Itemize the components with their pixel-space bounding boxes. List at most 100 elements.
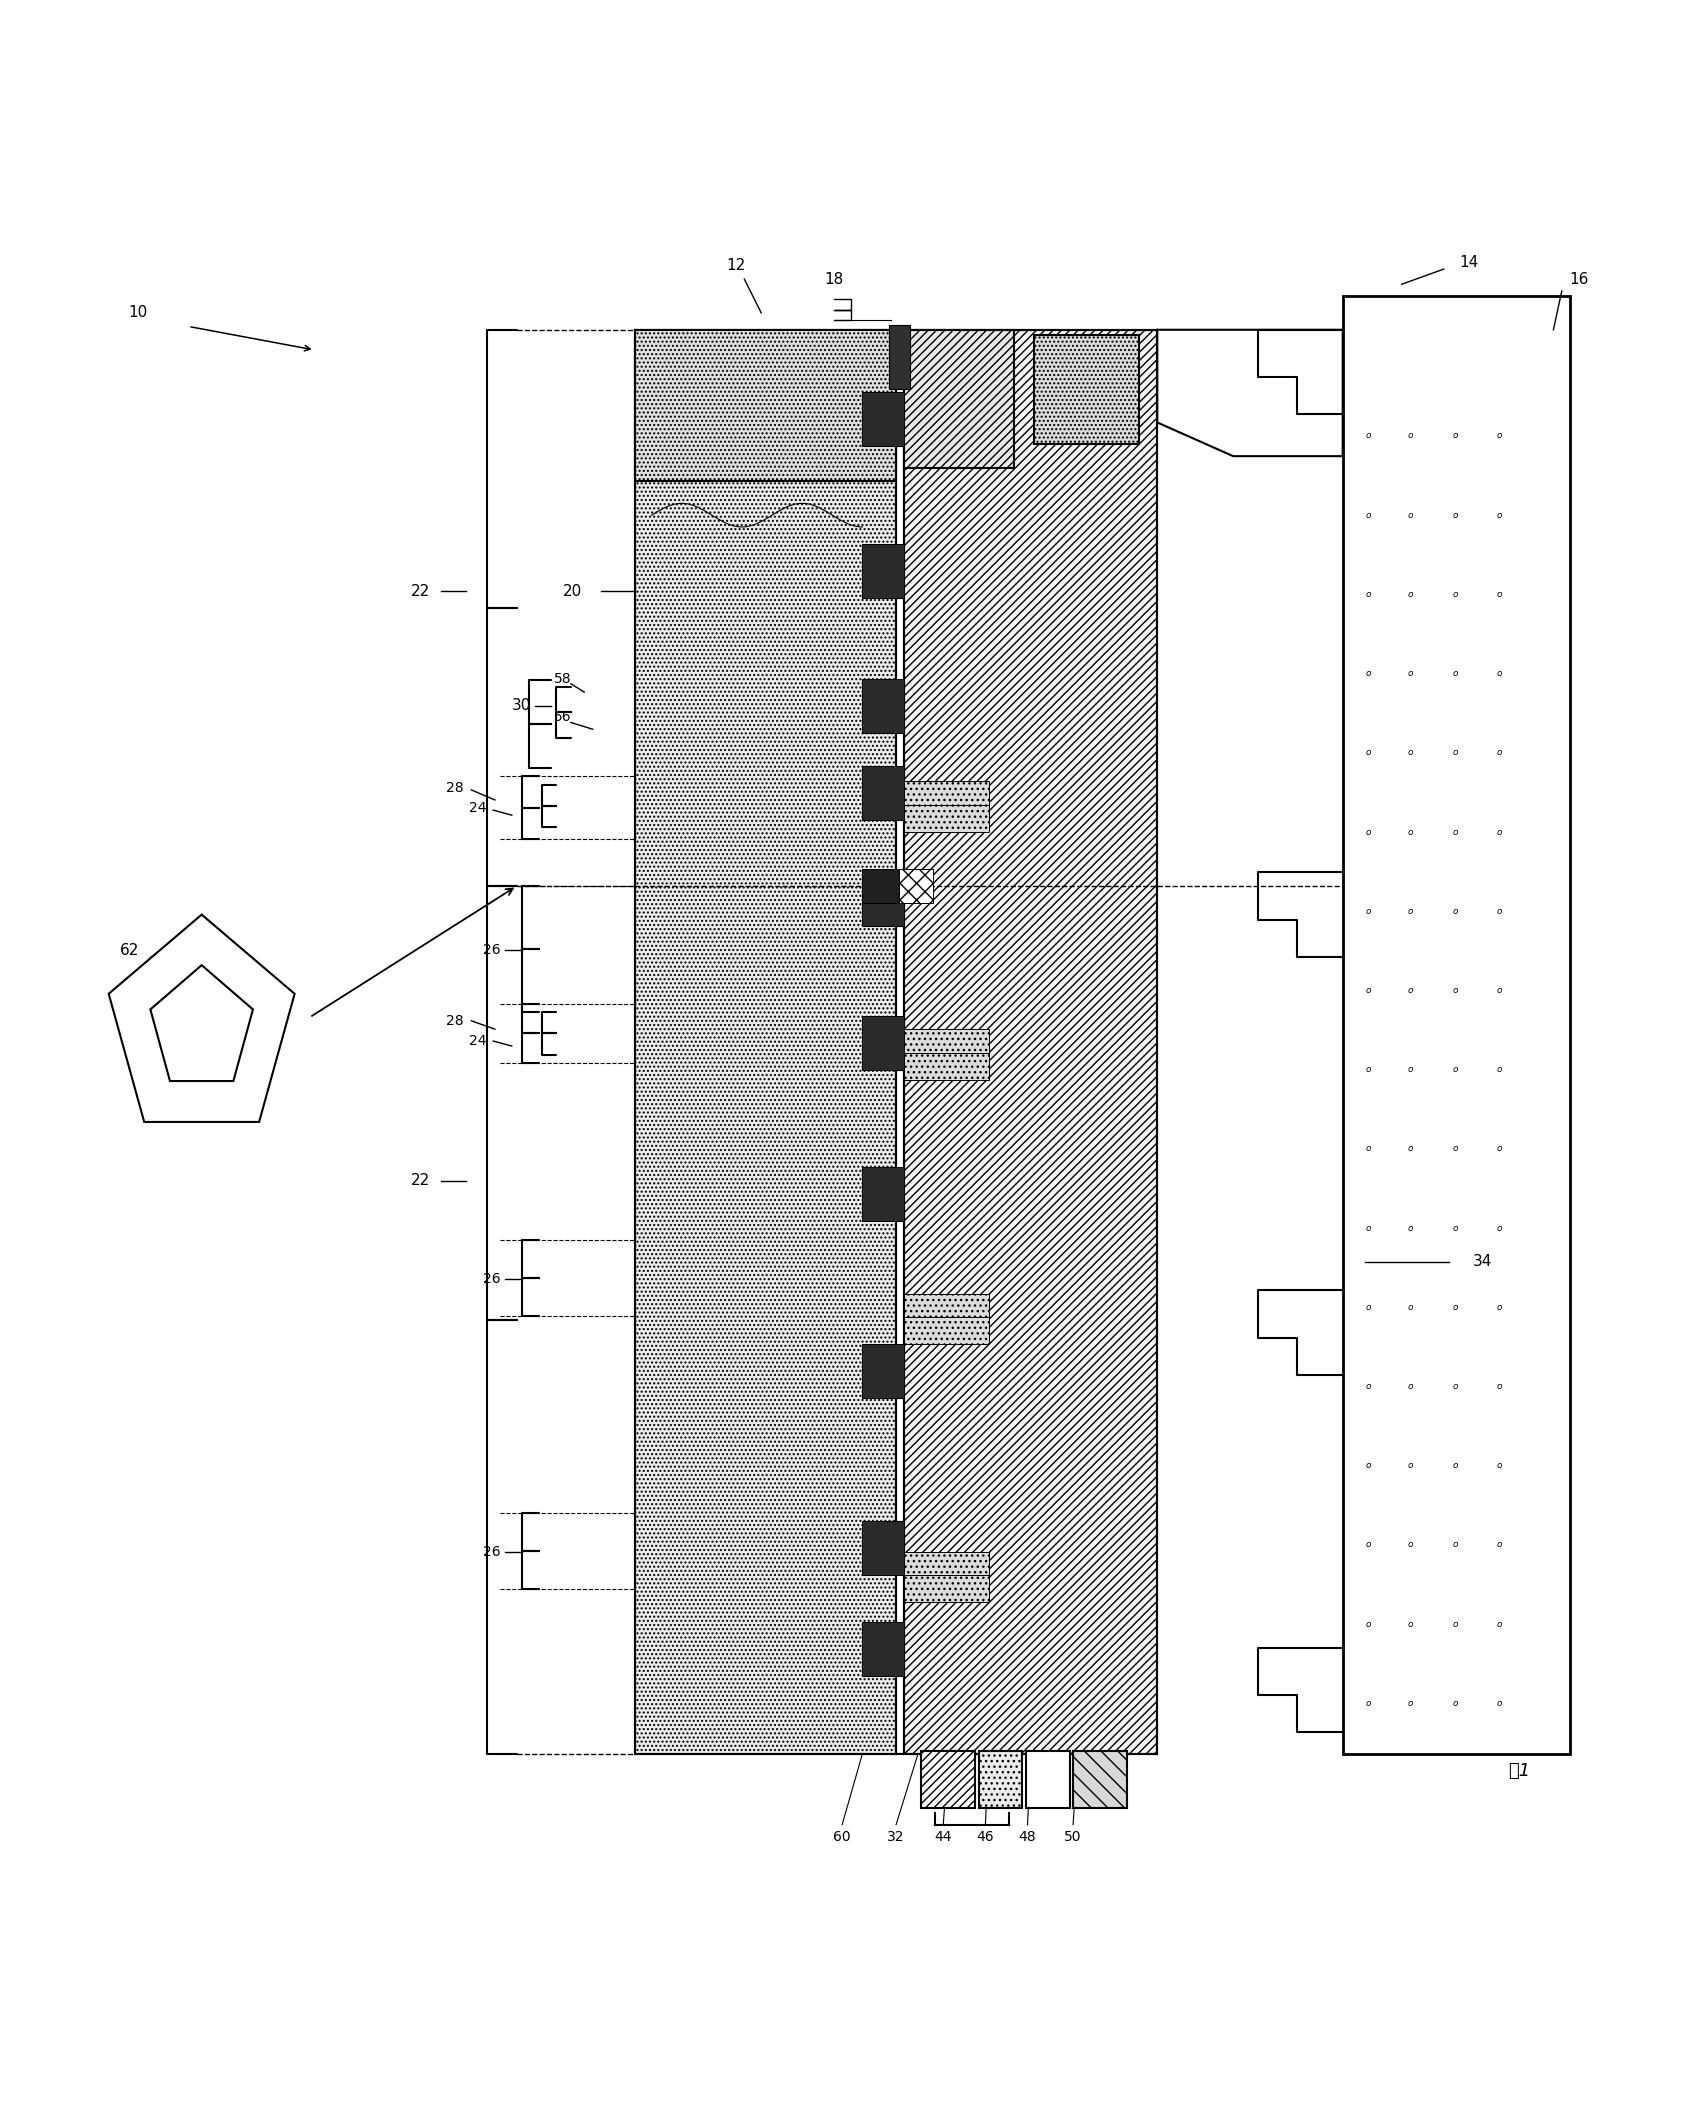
Text: o: o bbox=[1497, 827, 1502, 837]
Bar bbox=[1343, 295, 1571, 1755]
Text: o: o bbox=[1365, 827, 1371, 837]
Text: o: o bbox=[1365, 1540, 1371, 1550]
Bar bbox=[862, 873, 905, 926]
Text: 26: 26 bbox=[482, 1272, 501, 1286]
Text: 26: 26 bbox=[482, 1544, 501, 1559]
Text: 60: 60 bbox=[834, 1829, 851, 1843]
Bar bbox=[862, 1017, 905, 1069]
Bar bbox=[905, 1052, 989, 1080]
Bar bbox=[1074, 1750, 1126, 1807]
Text: o: o bbox=[1497, 749, 1502, 757]
Text: 图1: 图1 bbox=[1508, 1761, 1530, 1780]
Text: 20: 20 bbox=[563, 584, 582, 599]
Text: o: o bbox=[1497, 1145, 1502, 1154]
Bar bbox=[922, 1750, 976, 1807]
Text: o: o bbox=[1407, 749, 1414, 757]
Text: o: o bbox=[1407, 1223, 1414, 1232]
Text: o: o bbox=[1453, 1700, 1458, 1708]
Text: o: o bbox=[1365, 1381, 1371, 1392]
Bar bbox=[905, 782, 989, 808]
Bar bbox=[862, 1521, 905, 1575]
Text: 18: 18 bbox=[824, 272, 844, 287]
Text: o: o bbox=[1407, 827, 1414, 837]
Text: o: o bbox=[1497, 1381, 1502, 1392]
Text: o: o bbox=[1453, 1065, 1458, 1073]
Text: o: o bbox=[1407, 1620, 1414, 1628]
Text: 10: 10 bbox=[129, 306, 147, 321]
Text: o: o bbox=[1453, 1540, 1458, 1550]
Bar bbox=[905, 1293, 989, 1320]
Text: o: o bbox=[1453, 1145, 1458, 1154]
Text: o: o bbox=[1365, 1145, 1371, 1154]
Text: o: o bbox=[1407, 1145, 1414, 1154]
Bar bbox=[905, 329, 1015, 468]
Polygon shape bbox=[150, 966, 254, 1082]
Text: 34: 34 bbox=[1473, 1255, 1491, 1270]
Bar bbox=[862, 679, 905, 732]
Text: o: o bbox=[1497, 1540, 1502, 1550]
Text: o: o bbox=[1365, 1223, 1371, 1232]
Text: 14: 14 bbox=[1459, 255, 1478, 270]
Text: o: o bbox=[1365, 669, 1371, 679]
Text: o: o bbox=[1407, 1700, 1414, 1708]
Text: o: o bbox=[1453, 907, 1458, 915]
Bar bbox=[905, 1029, 989, 1057]
Text: o: o bbox=[1407, 432, 1414, 441]
Bar bbox=[905, 329, 1157, 1755]
Bar bbox=[979, 1750, 1023, 1807]
Text: o: o bbox=[1453, 749, 1458, 757]
Bar bbox=[889, 325, 910, 388]
Text: o: o bbox=[1453, 1223, 1458, 1232]
Text: o: o bbox=[1365, 907, 1371, 915]
Text: o: o bbox=[1365, 510, 1371, 519]
Text: 50: 50 bbox=[1064, 1829, 1082, 1843]
Text: o: o bbox=[1365, 591, 1371, 599]
Text: 44: 44 bbox=[935, 1829, 952, 1843]
Text: o: o bbox=[1407, 1540, 1414, 1550]
Text: o: o bbox=[1365, 1462, 1371, 1470]
Polygon shape bbox=[108, 915, 294, 1122]
Text: 46: 46 bbox=[977, 1829, 994, 1843]
Bar bbox=[1035, 335, 1138, 445]
Text: 32: 32 bbox=[888, 1829, 905, 1843]
Text: o: o bbox=[1453, 1303, 1458, 1312]
Text: 48: 48 bbox=[1018, 1829, 1037, 1843]
Text: o: o bbox=[1497, 510, 1502, 519]
Text: o: o bbox=[1365, 1700, 1371, 1708]
Bar bbox=[862, 1622, 905, 1677]
Text: o: o bbox=[1407, 907, 1414, 915]
Bar bbox=[862, 1343, 905, 1398]
Text: o: o bbox=[1497, 1620, 1502, 1628]
Text: 30: 30 bbox=[512, 698, 531, 713]
Text: 24: 24 bbox=[470, 1033, 487, 1048]
Text: o: o bbox=[1453, 1620, 1458, 1628]
Text: o: o bbox=[1497, 985, 1502, 995]
Text: o: o bbox=[1365, 985, 1371, 995]
Text: 26: 26 bbox=[482, 943, 501, 957]
Text: 28: 28 bbox=[446, 780, 463, 795]
Text: o: o bbox=[1407, 1462, 1414, 1470]
Text: 56: 56 bbox=[553, 711, 572, 723]
Text: o: o bbox=[1365, 1620, 1371, 1628]
Text: o: o bbox=[1453, 1381, 1458, 1392]
Text: o: o bbox=[1497, 432, 1502, 441]
Text: o: o bbox=[1453, 669, 1458, 679]
Text: o: o bbox=[1497, 669, 1502, 679]
Text: o: o bbox=[1365, 432, 1371, 441]
Text: o: o bbox=[1453, 432, 1458, 441]
Text: o: o bbox=[1497, 1303, 1502, 1312]
Text: o: o bbox=[1497, 1223, 1502, 1232]
Bar bbox=[862, 392, 905, 447]
Text: o: o bbox=[1497, 1065, 1502, 1073]
Text: o: o bbox=[1497, 907, 1502, 915]
Text: 22: 22 bbox=[411, 1173, 431, 1187]
Text: o: o bbox=[1497, 591, 1502, 599]
Text: o: o bbox=[1407, 1065, 1414, 1073]
Text: o: o bbox=[1453, 1462, 1458, 1470]
Text: o: o bbox=[1453, 510, 1458, 519]
Text: o: o bbox=[1407, 510, 1414, 519]
Text: o: o bbox=[1497, 1700, 1502, 1708]
Polygon shape bbox=[1157, 329, 1343, 456]
Text: 28: 28 bbox=[446, 1014, 463, 1027]
Text: o: o bbox=[1407, 985, 1414, 995]
